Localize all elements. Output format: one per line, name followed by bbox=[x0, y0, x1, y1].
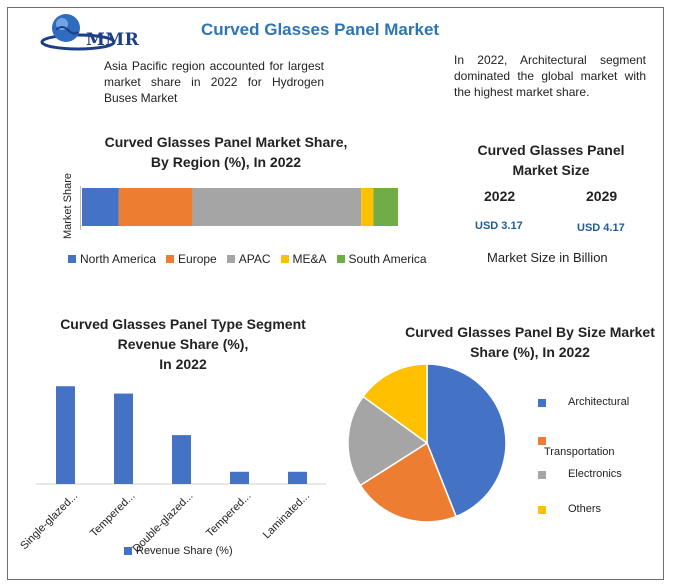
legend-item-apac: APAC bbox=[226, 252, 271, 266]
market-size-unit: Market Size in Billion bbox=[487, 250, 608, 265]
swatch-gray-icon bbox=[538, 471, 546, 479]
region-chart-title: Curved Glasses Panel Market Share, By Re… bbox=[96, 132, 356, 172]
region-bar-apac bbox=[192, 188, 362, 226]
swatch-gray-icon bbox=[226, 255, 235, 263]
page-title: Curved Glasses Panel Market bbox=[200, 20, 440, 39]
legend-label: North America bbox=[80, 252, 157, 266]
pie-legend-label: Architectural bbox=[568, 396, 630, 408]
region-bar-south-america bbox=[373, 188, 398, 226]
legend-label: APAC bbox=[238, 252, 271, 266]
legend-label: South America bbox=[348, 252, 427, 266]
pie-slice-transportation bbox=[359, 441, 458, 523]
pie-legend-label: Electronics bbox=[568, 468, 622, 480]
swatch-blue-icon bbox=[124, 547, 132, 555]
swatch-orange-icon bbox=[538, 437, 546, 445]
region-note: Asia Pacific region accounted for larges… bbox=[104, 59, 324, 105]
market-size-title-line2: Market Size bbox=[512, 162, 590, 178]
region-bar-europe bbox=[118, 188, 193, 226]
swatch-blue-icon bbox=[68, 255, 76, 263]
size-title-line2: Share (%), In 2022 bbox=[470, 344, 590, 360]
type-bar-1 bbox=[56, 386, 75, 484]
type-legend: Revenue Share (%) bbox=[124, 545, 233, 557]
size-title-line1: Curved Glasses Panel By Size Market bbox=[405, 324, 655, 340]
legend-item-south-america: South America bbox=[336, 252, 427, 266]
type-bar-chart bbox=[36, 386, 326, 485]
region-bar-north-america bbox=[82, 188, 119, 226]
infographic-frame bbox=[7, 7, 664, 580]
mmr-globe-logo-icon bbox=[40, 14, 116, 51]
size-chart-title: Curved Glasses Panel By Size Market Shar… bbox=[400, 322, 660, 362]
pie-legend-label: Transportation bbox=[544, 446, 615, 458]
type-title-line1: Curved Glasses Panel Type Segment bbox=[60, 316, 306, 332]
legend-label: Europe bbox=[178, 252, 217, 266]
type-legend-label: Revenue Share (%) bbox=[136, 545, 233, 557]
region-y-axis-label: Market Share bbox=[62, 172, 74, 240]
legend-item-europe: Europe bbox=[166, 252, 217, 266]
segment-note: In 2022, Architectural segment dominated… bbox=[454, 53, 646, 99]
region-bar-me-a bbox=[361, 188, 374, 226]
type-title-line3: In 2022 bbox=[159, 356, 207, 372]
type-chart-title: Curved Glasses Panel Type Segment Revenu… bbox=[40, 314, 326, 374]
pie-slice-architectural bbox=[426, 363, 507, 518]
region-title-line1: Curved Glasses Panel Market Share, bbox=[104, 134, 348, 150]
swatch-blue-icon bbox=[538, 399, 546, 407]
pie-slice-electronics bbox=[347, 395, 429, 487]
type-bar-5 bbox=[288, 471, 307, 484]
swatch-yellow-icon bbox=[538, 506, 546, 514]
legend-item-mea: ME&A bbox=[280, 252, 327, 266]
type-bar-2 bbox=[114, 393, 133, 484]
swatch-yellow-icon bbox=[280, 255, 289, 263]
year-2029: 2029 bbox=[586, 188, 618, 204]
market-size-title-line1: Curved Glasses Panel bbox=[477, 142, 625, 158]
type-bar-3 bbox=[172, 435, 191, 484]
swatch-green-icon bbox=[336, 255, 345, 263]
logo-text: MMR bbox=[86, 30, 140, 50]
region-title-line2: By Region (%), In 2022 bbox=[150, 154, 302, 170]
region-stacked-bar-chart bbox=[80, 186, 398, 230]
type-bar-4 bbox=[230, 471, 249, 484]
value-2022: USD 3.17 bbox=[475, 220, 523, 232]
value-2029: USD 4.17 bbox=[577, 222, 625, 234]
size-pie-chart bbox=[347, 363, 507, 523]
legend-label: ME&A bbox=[292, 252, 327, 266]
type-title-line2: Revenue Share (%), bbox=[117, 336, 249, 352]
region-legend: North America Europe APAC ME&A South Ame… bbox=[68, 252, 427, 266]
pie-legend-label: Others bbox=[568, 503, 602, 515]
year-2022: 2022 bbox=[484, 188, 516, 204]
legend-item-north-america: North America bbox=[68, 252, 156, 266]
swatch-orange-icon bbox=[166, 255, 175, 263]
pie-slice-others bbox=[362, 363, 428, 445]
market-size-title: Curved Glasses Panel Market Size bbox=[466, 140, 636, 180]
